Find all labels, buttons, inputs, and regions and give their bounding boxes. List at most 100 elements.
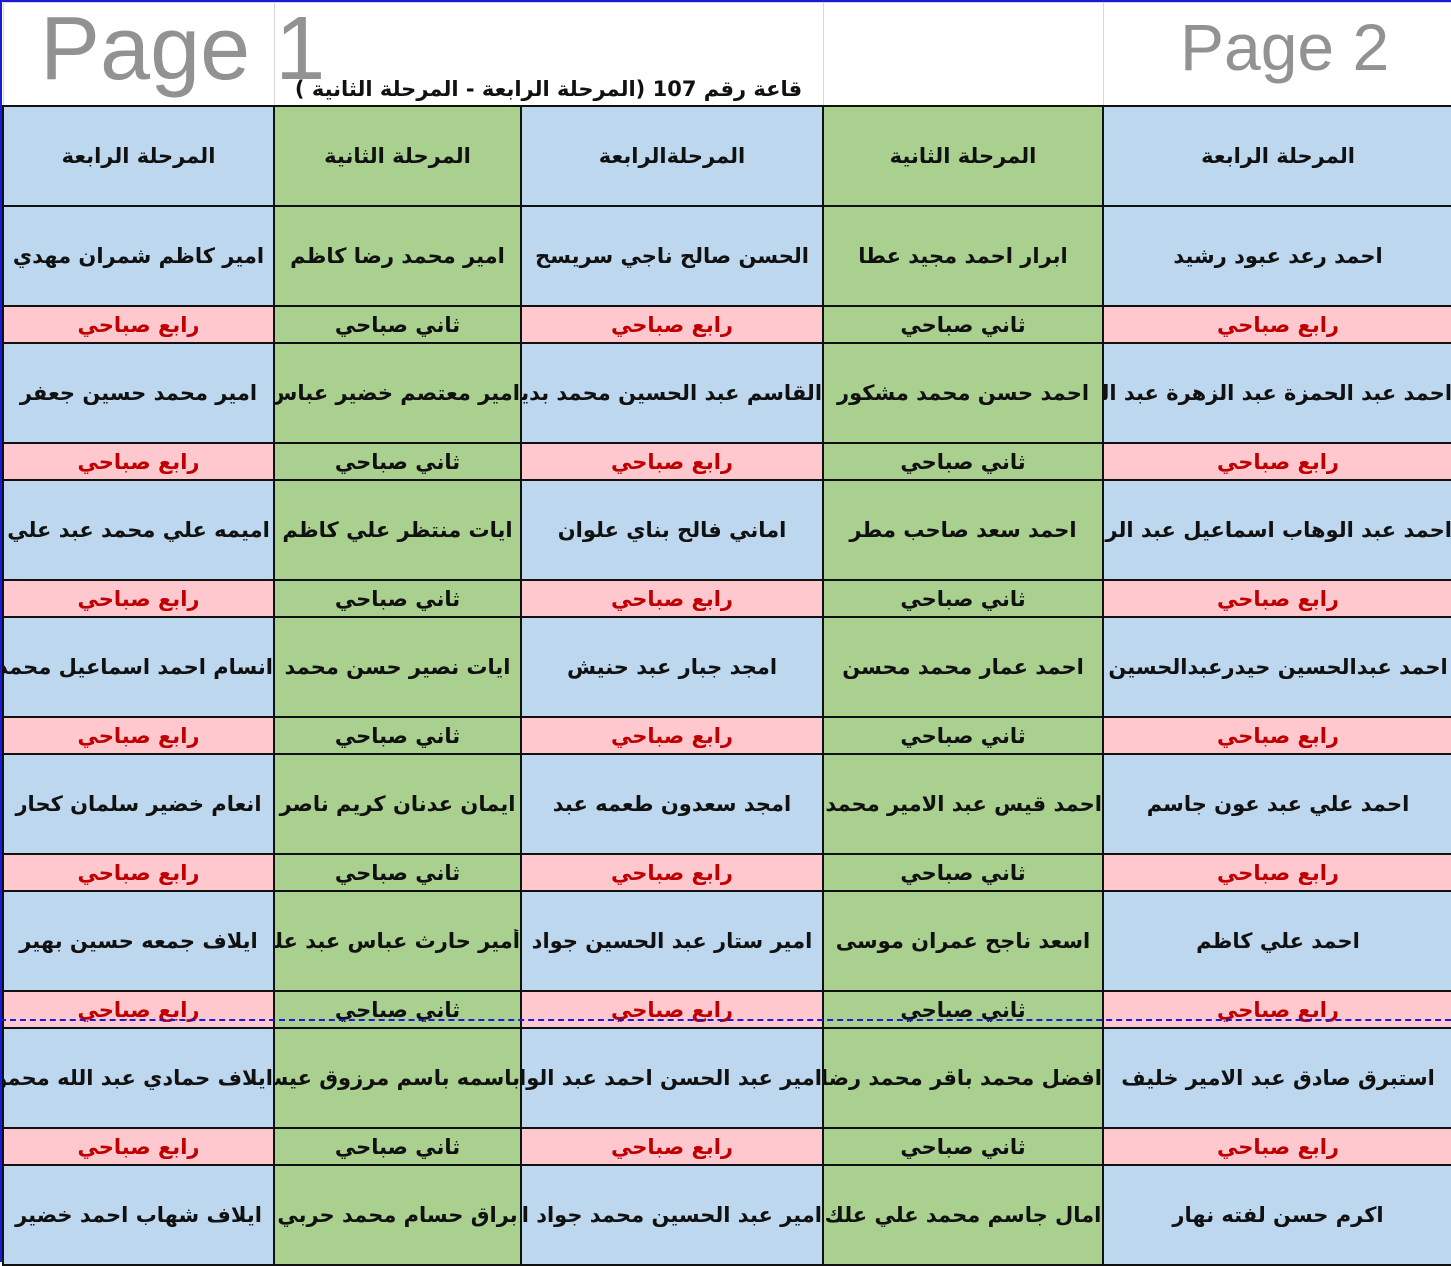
shift-label-cell[interactable]: رابع صباحي [520, 579, 825, 618]
student-name-cell[interactable]: أمير حارث عباس عبد علي [272, 890, 523, 992]
shift-label-cell[interactable]: ثاني صباحي [272, 579, 523, 618]
student-name-cell[interactable]: احمد عبدالحسين حيدرعبدالحسين [1102, 616, 1451, 718]
student-name-cell[interactable]: استبرق صادق عبد الامير خليف [1102, 1027, 1451, 1129]
student-name-cell[interactable]: انعام خضير سلمان كحار [2, 753, 275, 855]
student-name-cell[interactable]: ايمان عدنان كريم ناصر [272, 753, 523, 855]
student-name-cell[interactable]: امير عبد الحسن احمد عبد الواحد [520, 1027, 825, 1129]
student-name-cell[interactable]: امير محمد رضا كاظم [272, 205, 523, 307]
shift-label-cell-text: رابع صباحي [1217, 860, 1339, 885]
shift-label-cell-text: رابع صباحي [77, 586, 200, 611]
shift-label-cell[interactable]: ثاني صباحي [272, 305, 523, 344]
student-name-cell[interactable]: ايات نصير حسن محمد [272, 616, 523, 718]
student-name-cell[interactable]: باسمه باسم مرزوق عيسى [272, 1027, 523, 1129]
shift-label-cell[interactable]: رابع صباحي [2, 1127, 275, 1166]
shift-label-cell[interactable]: رابع صباحي [2, 442, 275, 481]
student-name-cell[interactable]: القاسم عبد الحسين محمد بديري [520, 342, 825, 444]
shift-label-cell[interactable]: ثاني صباحي [272, 442, 523, 481]
shift-label-cell[interactable]: رابع صباحي [520, 990, 825, 1029]
student-name-cell[interactable]: اكرم حسن لفته نهار [1102, 1164, 1451, 1266]
student-name-cell[interactable]: اميمه علي محمد عبد علي [2, 479, 275, 581]
student-name-cell[interactable]: احمد سعد صاحب مطر [822, 479, 1105, 581]
shift-label-cell-text: ثاني صباحي [334, 860, 461, 885]
student-name-cell[interactable]: براق حسام محمد حربي [272, 1164, 523, 1266]
shift-label-cell-text: ثاني صباحي [334, 449, 461, 474]
student-name-cell[interactable]: احمد قيس عبد الامير محمد رضا [822, 753, 1105, 855]
student-name-cell-text: امير محمد حسين جعفر [19, 381, 258, 405]
student-name-cell[interactable]: امجد سعدون طعمه عبد [520, 753, 825, 855]
student-name-cell-text: افضل محمد باقر محمد رضا باقر [824, 1066, 1103, 1090]
shift-label-cell[interactable]: رابع صباحي [1102, 853, 1451, 892]
student-name-cell[interactable]: امير عبد الحسين محمد جواد احمد [520, 1164, 825, 1266]
shift-label-cell-text: رابع صباحي [611, 997, 733, 1022]
shift-label-cell[interactable]: ثاني صباحي [272, 716, 523, 755]
shift-label-cell[interactable]: ثاني صباحي [272, 1127, 523, 1166]
sheet-title[interactable]: قاعة رقم 107 (المرحلة الرابعة - المرحلة … [273, 2, 824, 107]
shift-label-cell-text: رابع صباحي [611, 860, 733, 885]
shift-label-cell[interactable]: رابع صباحي [1102, 579, 1451, 618]
shift-label-cell[interactable]: ثاني صباحي [822, 853, 1105, 892]
shift-label-cell-text: رابع صباحي [1217, 312, 1339, 337]
shift-label-cell[interactable]: ثاني صباحي [822, 1127, 1105, 1166]
student-name-cell[interactable]: انسام احمد اسماعيل محمد [2, 616, 275, 718]
shift-label-cell[interactable]: رابع صباحي [2, 716, 275, 755]
student-name-cell[interactable]: احمد رعد عبود رشيد [1102, 205, 1451, 307]
student-name-cell-text: امير معتصم خضير عباس [275, 381, 521, 405]
student-name-cell[interactable]: ايلاف شهاب احمد خضير [2, 1164, 275, 1266]
student-name-cell[interactable]: امير ستار عبد الحسين جواد [520, 890, 825, 992]
stage-header[interactable]: المرحلةالرابعة [520, 105, 825, 207]
student-name-cell[interactable]: احمد عمار محمد محسن [822, 616, 1105, 718]
shift-label-cell[interactable]: ثاني صباحي [822, 579, 1105, 618]
shift-label-cell[interactable]: رابع صباحي [1102, 305, 1451, 344]
student-name-cell[interactable]: ايات منتظر علي كاظم [272, 479, 523, 581]
shift-label-cell[interactable]: رابع صباحي [2, 305, 275, 344]
student-name-cell[interactable]: امير معتصم خضير عباس [272, 342, 523, 444]
student-name-cell[interactable]: ايلاف حمادي عبد الله محمود [2, 1027, 275, 1129]
empty-cell[interactable] [2, 2, 275, 107]
student-name-cell[interactable]: امال جاسم محمد علي علك [822, 1164, 1105, 1266]
empty-cell[interactable] [822, 2, 1104, 107]
student-name-cell[interactable]: امير محمد حسين جعفر [2, 342, 275, 444]
shift-label-cell[interactable]: رابع صباحي [520, 442, 825, 481]
shift-label-cell[interactable]: رابع صباحي [520, 853, 825, 892]
shift-label-cell[interactable]: رابع صباحي [1102, 990, 1451, 1029]
shift-label-cell[interactable]: رابع صباحي [520, 1127, 825, 1166]
student-name-cell[interactable]: احمد حسن محمد مشكور [822, 342, 1105, 444]
student-name-cell[interactable]: ايلاف جمعه حسين بهير [2, 890, 275, 992]
shift-label-cell[interactable]: ثاني صباحي [822, 990, 1105, 1029]
student-name-cell-text: احمد عبد الوهاب اسماعيل عبد الرحيم [1105, 518, 1451, 542]
stage-header[interactable]: المرحلة الرابعة [1102, 105, 1451, 207]
shift-label-cell[interactable]: رابع صباحي [1102, 442, 1451, 481]
shift-label-cell[interactable]: ثاني صباحي [272, 990, 523, 1029]
shift-label-cell[interactable]: رابع صباحي [1102, 716, 1451, 755]
student-name-cell[interactable]: احمد عبد الوهاب اسماعيل عبد الرحيم [1102, 479, 1451, 581]
shift-label-cell[interactable]: رابع صباحي [2, 853, 275, 892]
student-name-cell[interactable]: امير كاظم شمران مهدي [2, 205, 275, 307]
empty-cell[interactable] [1102, 2, 1451, 107]
shift-label-cell[interactable]: رابع صباحي [2, 990, 275, 1029]
stage-header[interactable]: المرحلة الرابعة [2, 105, 275, 207]
student-name-cell[interactable]: اسعد ناجح عمران موسى [822, 890, 1105, 992]
shift-label-cell-text: رابع صباحي [1217, 723, 1339, 748]
student-name-cell[interactable]: اماني فالح بناي علوان [520, 479, 825, 581]
stage-header[interactable]: المرحلة الثانية [822, 105, 1105, 207]
shift-label-cell[interactable]: ثاني صباحي [822, 305, 1105, 344]
student-name-cell[interactable]: الحسن صالح ناجي سريسح [520, 205, 825, 307]
student-name-cell[interactable]: احمد علي كاظم [1102, 890, 1451, 992]
shift-label-cell[interactable]: ثاني صباحي [822, 442, 1105, 481]
stage-header-text: المرحلة الرابعة [61, 144, 216, 168]
student-name-cell[interactable]: امجد جبار عبد حنيش [520, 616, 825, 718]
shift-label-cell[interactable]: ثاني صباحي [272, 853, 523, 892]
student-name-cell[interactable]: احمد عبد الحمزة عبد الزهرة عبد الزيد [1102, 342, 1451, 444]
shift-label-cell[interactable]: ثاني صباحي [822, 716, 1105, 755]
student-name-cell[interactable]: افضل محمد باقر محمد رضا باقر [822, 1027, 1105, 1129]
student-name-cell[interactable]: احمد علي عبد عون جاسم [1102, 753, 1451, 855]
student-name-cell-text: براق حسام محمد حربي [277, 1203, 518, 1227]
stage-header[interactable]: المرحلة الثانية [272, 105, 523, 207]
shift-label-cell[interactable]: رابع صباحي [520, 716, 825, 755]
shift-label-cell[interactable]: رابع صباحي [520, 305, 825, 344]
student-name-cell[interactable]: ابرار احمد مجيد عطا [822, 205, 1105, 307]
shift-label-cell[interactable]: رابع صباحي [1102, 1127, 1451, 1166]
shift-label-cell[interactable]: رابع صباحي [2, 579, 275, 618]
student-name-cell-text: القاسم عبد الحسين محمد بديري [522, 381, 823, 405]
